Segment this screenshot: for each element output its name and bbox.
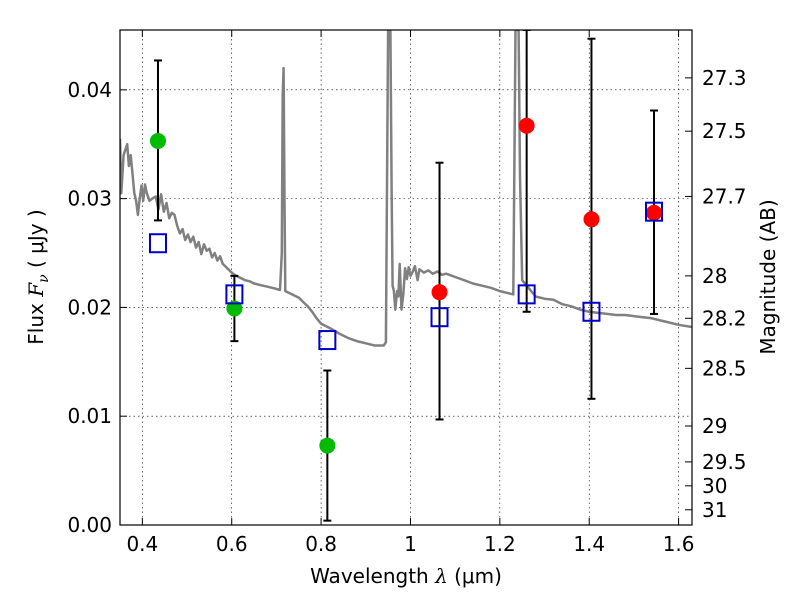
data-point-circle [226, 300, 243, 317]
x-tick-label: 1.4 [573, 532, 605, 556]
x-tick-label: 0.4 [126, 532, 158, 556]
y-tick-label: 0.03 [67, 187, 112, 211]
data-point-square [517, 284, 536, 305]
data-point-square [318, 330, 337, 351]
y2-tick-label: 29 [702, 414, 727, 438]
x-axis-title: Wavelength λ (μm) [310, 564, 502, 588]
y2-tick-label: 30 [702, 474, 727, 498]
y2-tick-label: 27.5 [702, 119, 747, 143]
data-point-circle [149, 132, 166, 149]
x-tick-label: 1.6 [663, 532, 695, 556]
plot-frame [119, 29, 693, 526]
y-tick-label: 0.02 [67, 295, 112, 319]
data-point-square [148, 233, 167, 254]
x-tick-label: 0.6 [216, 532, 248, 556]
spectrum-layer [120, 30, 692, 347]
data-point-circle [431, 284, 448, 301]
data-point-square [582, 301, 601, 322]
data-point-circle [646, 204, 663, 221]
y2-tick-label: 28.2 [702, 306, 747, 330]
grid-lines [120, 30, 692, 526]
y-tick-label: 0.01 [67, 404, 112, 428]
spectrum-line [120, 30, 692, 347]
axis-ticks [120, 30, 692, 526]
y2-tick-label: 27.7 [702, 184, 747, 208]
data-point-square [645, 201, 664, 222]
y2-tick-label: 28 [702, 264, 727, 288]
y-tick-label: 0.00 [67, 513, 112, 537]
y2-tick-label: 31 [702, 498, 727, 522]
data-point-square [225, 284, 244, 305]
data-point-circle [518, 117, 535, 134]
y2-tick-label: 28.5 [702, 356, 747, 380]
data-point-circle [583, 211, 600, 228]
data-point-circle [319, 437, 336, 454]
y-tick-label: 0.04 [67, 78, 112, 102]
data-markers [148, 117, 664, 454]
x-tick-label: 0.8 [305, 532, 337, 556]
y2-tick-label: 27.3 [702, 66, 747, 90]
y2-tick-label: 29.5 [702, 450, 747, 474]
y2-axis-title: Magnitude (AB) [756, 199, 780, 354]
y-axis-title: Flux Fν ( μJy ) [24, 209, 52, 344]
data-point-square [430, 307, 449, 328]
x-tick-label: 1.2 [484, 532, 516, 556]
x-tick-label: 1 [404, 532, 417, 556]
axis-tick-labels: 0.4 0.6 0.8 1 1.2 1.4 1.6 0.00 0.01 0.02 0.03 0.04 2… [67, 66, 746, 556]
